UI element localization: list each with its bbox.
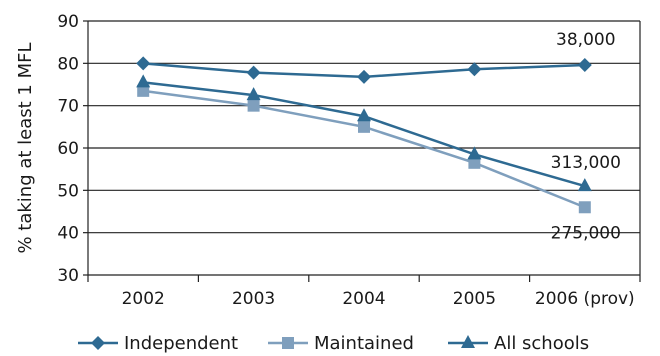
maintained-point <box>137 84 150 97</box>
independent-point <box>467 62 482 77</box>
y-axis-ticks: 30 40 50 60 70 80 90 <box>57 12 79 286</box>
x-tick-label: 2003 <box>232 289 275 309</box>
legend-swatch-marker <box>461 335 475 348</box>
y-tick-label: 30 <box>57 266 79 286</box>
end-label: 38,000 <box>556 30 615 50</box>
y-tick-label: 50 <box>57 181 79 201</box>
x-tick-label: 2004 <box>342 289 385 309</box>
all-schools-point <box>246 87 261 101</box>
legend: Independent Maintained All schools <box>78 333 589 354</box>
y-tick-label: 90 <box>57 12 79 32</box>
legend-item-maintained: Maintained <box>268 333 414 354</box>
legend-swatch-marker <box>282 337 294 349</box>
legend-label: All schools <box>494 333 589 354</box>
maintained-point <box>247 99 260 112</box>
y-tick-label: 70 <box>57 97 79 117</box>
independent-point <box>136 56 151 71</box>
legend-swatch-marker <box>91 336 105 350</box>
all-schools-line <box>143 81 586 188</box>
legend-label: Independent <box>124 333 238 354</box>
legend-item-all-schools: All schools <box>448 333 589 354</box>
all-schools-point <box>577 178 592 192</box>
maintained-point <box>578 201 591 214</box>
legend-item-independent: Independent <box>78 333 238 354</box>
independent-point <box>246 65 261 80</box>
end-labels: 38,000 275,000 313,000 <box>551 30 621 243</box>
legend-label: Maintained <box>314 333 414 354</box>
x-tick-label: 2005 <box>453 289 496 309</box>
gridlines <box>83 20 641 276</box>
y-tick-label: 80 <box>57 54 79 74</box>
y-tick-label: 40 <box>57 224 79 244</box>
x-tick-label: 2006 (prov) <box>535 289 635 309</box>
series-group <box>136 56 592 214</box>
independent-point <box>577 58 592 73</box>
y-tick-label: 60 <box>57 139 79 159</box>
all-schools-point <box>467 146 482 160</box>
maintained-point <box>358 120 370 133</box>
end-label: 313,000 <box>551 153 621 173</box>
x-tick-label: 2002 <box>122 289 165 309</box>
independent-point <box>357 69 371 84</box>
end-label: 275,000 <box>551 223 621 243</box>
all-schools-point <box>136 74 151 88</box>
x-axis-ticks: 2002 2003 2004 2005 2006 (prov) <box>87 275 641 309</box>
maintained-point <box>468 156 481 169</box>
y-axis-label: % taking at least 1 MFL <box>15 42 36 253</box>
all-schools-point <box>357 108 371 122</box>
